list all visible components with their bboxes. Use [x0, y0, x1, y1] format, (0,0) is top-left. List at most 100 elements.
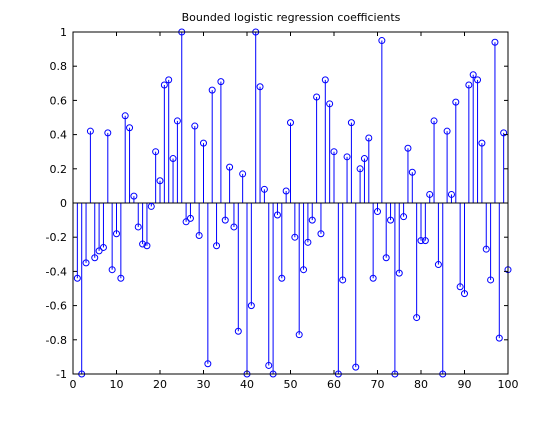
data-point — [456, 283, 464, 291]
data-point — [278, 274, 286, 282]
data-point — [374, 208, 381, 216]
data-point — [356, 165, 364, 173]
data-point — [478, 139, 486, 147]
data-point — [104, 129, 112, 137]
data-point — [134, 223, 142, 231]
data-point — [126, 124, 134, 132]
data-point — [230, 223, 238, 231]
data-point — [117, 274, 125, 282]
data-point — [343, 153, 351, 161]
data-point — [304, 238, 312, 246]
x-axis: 0 10 20 30 40 50 60 70 80 90 100 — [70, 32, 519, 391]
data-point — [382, 254, 390, 262]
x-tick-label: 40 — [240, 378, 254, 391]
data-point — [404, 144, 412, 152]
x-tick-label: 10 — [110, 378, 124, 391]
data-point — [143, 242, 151, 250]
data-point — [339, 276, 347, 284]
data-point — [191, 122, 199, 130]
y-tick-label: 0 — [60, 197, 67, 210]
data-point — [160, 81, 168, 89]
y-tick-label: 0.8 — [50, 60, 68, 73]
x-tick-label: 60 — [327, 378, 341, 391]
data-point — [165, 76, 173, 84]
data-point — [308, 216, 316, 224]
data-point — [387, 216, 395, 224]
data-point — [321, 76, 329, 84]
data-point — [482, 245, 490, 253]
data-point — [474, 76, 482, 84]
data-point — [91, 254, 99, 262]
data-point — [73, 274, 81, 282]
data-point — [469, 71, 477, 79]
data-point — [434, 261, 442, 269]
chart-title: Bounded logistic regression coefficients — [182, 11, 401, 24]
data-point — [247, 302, 255, 310]
data-point — [500, 129, 508, 137]
y-tick-label: -0.8 — [46, 334, 67, 347]
data-point — [208, 86, 216, 94]
data-point — [113, 230, 120, 238]
data-point — [365, 134, 373, 142]
data-point — [300, 266, 308, 274]
data-point — [265, 361, 273, 369]
y-axis: -1 -0.8 -0.6 -0.4 -0.2 0 0.2 0.4 0.6 0.8 1 — [46, 26, 508, 381]
x-tick-label: 0 — [70, 378, 77, 391]
data-point — [430, 117, 438, 125]
data-point — [395, 269, 403, 277]
x-tick-label: 20 — [153, 378, 167, 391]
data-point — [86, 127, 94, 135]
x-tick-label: 70 — [371, 378, 385, 391]
data-point — [313, 93, 321, 101]
x-tick-label: 100 — [498, 378, 519, 391]
data-point — [217, 78, 225, 86]
data-point — [121, 112, 129, 120]
data-point — [282, 187, 290, 195]
y-tick-label: 1 — [60, 26, 67, 39]
y-tick-label: 0.4 — [50, 129, 68, 142]
data-point — [421, 237, 429, 245]
data-point — [226, 163, 234, 171]
data-point — [273, 211, 281, 219]
data-point — [260, 185, 268, 193]
data-point — [400, 213, 408, 221]
data-point — [256, 83, 264, 91]
data-point — [360, 155, 368, 163]
data-point — [330, 148, 338, 156]
data-point — [82, 259, 90, 267]
data-point — [465, 81, 473, 89]
y-tick-label: -0.2 — [46, 231, 67, 244]
data-point — [182, 218, 190, 226]
data-point — [487, 276, 495, 284]
y-tick-label: 0.6 — [50, 94, 68, 107]
data-point — [200, 139, 207, 147]
data-point — [130, 192, 138, 200]
data-point — [295, 331, 303, 339]
data-point — [213, 242, 221, 250]
x-tick-label: 50 — [284, 378, 298, 391]
data-point — [156, 177, 164, 185]
data-point — [452, 98, 460, 106]
data-point — [204, 360, 212, 368]
data-point — [147, 202, 155, 210]
data-point — [239, 170, 247, 178]
data-point — [491, 38, 499, 46]
data-point — [417, 237, 425, 245]
x-tick-label: 80 — [414, 378, 428, 391]
data-point — [195, 231, 203, 239]
data-point — [317, 230, 325, 238]
data-point — [447, 190, 455, 198]
stems-layer — [76, 32, 509, 374]
data-point — [369, 274, 377, 282]
data-point — [139, 240, 147, 248]
y-tick-label: -0.6 — [46, 300, 67, 313]
data-point — [221, 216, 229, 224]
data-point — [169, 155, 177, 163]
data-point — [173, 117, 181, 125]
data-point — [234, 327, 242, 335]
y-tick-label: -1 — [56, 368, 67, 381]
data-point — [326, 100, 334, 108]
data-point — [378, 37, 386, 45]
